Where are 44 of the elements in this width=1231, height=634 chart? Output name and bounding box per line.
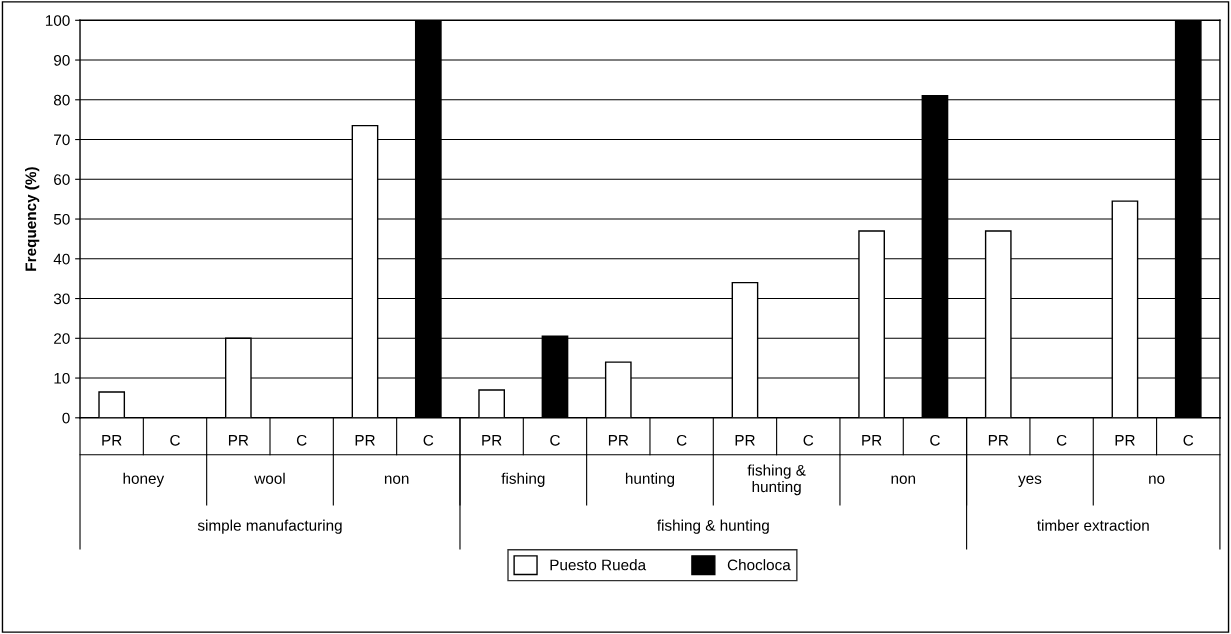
y-tick-label: 100	[45, 15, 70, 26]
x-tick-label: PR	[735, 435, 755, 446]
text: non	[891, 475, 916, 484]
y-tick-label: 40	[53, 253, 70, 265]
x-tick-label: C	[1183, 434, 1194, 446]
x-tick-label: C	[170, 434, 180, 446]
x-tick-label: PR	[102, 435, 122, 446]
y-tick-label: 0	[62, 412, 70, 424]
x-tick-label: C	[423, 434, 434, 446]
y-axis-title: Frequency (%)	[25, 167, 40, 271]
text: honey	[123, 472, 165, 487]
legend-label: Chocloca	[727, 559, 791, 571]
x-tick-label: C	[930, 434, 940, 446]
y-tick-label: 30	[53, 293, 70, 305]
x-tick-label: PR	[482, 435, 502, 446]
x-tick-label: C	[296, 434, 307, 446]
text: fishing	[501, 472, 545, 487]
text: simple manufacturing	[197, 519, 342, 534]
y-tick-label: 60	[54, 174, 70, 185]
text: timber extraction	[1037, 519, 1149, 531]
text: no	[1149, 475, 1165, 484]
text: fishing & hunting	[657, 519, 769, 534]
y-tick-label: 90	[54, 54, 70, 66]
text: hunting	[625, 472, 675, 487]
x-tick-label: PR	[355, 435, 375, 446]
x-tick-label: PR	[1115, 435, 1135, 446]
text: wool	[254, 472, 285, 484]
y-tick-label: 20	[54, 333, 70, 344]
x-tick-label: PR	[988, 435, 1009, 446]
x-tick-label: PR	[608, 435, 629, 446]
text: yes	[1018, 475, 1042, 487]
x-tick-label: C	[550, 434, 560, 446]
x-tick-label: C	[1056, 434, 1067, 446]
y-tick-label: 10	[54, 372, 70, 384]
text: non	[384, 475, 409, 484]
y-tick-label: 80	[53, 94, 70, 106]
legend-label: Puesto Rueda	[550, 559, 647, 571]
y-tick-label: 70	[54, 134, 70, 146]
x-tick-label: PR	[228, 435, 249, 446]
y-tick-label: 50	[53, 213, 70, 225]
text: fishing & hunting	[747, 464, 806, 496]
x-tick-label: PR	[862, 435, 882, 446]
x-tick-label: C	[676, 434, 687, 446]
x-tick-label: C	[803, 434, 814, 446]
